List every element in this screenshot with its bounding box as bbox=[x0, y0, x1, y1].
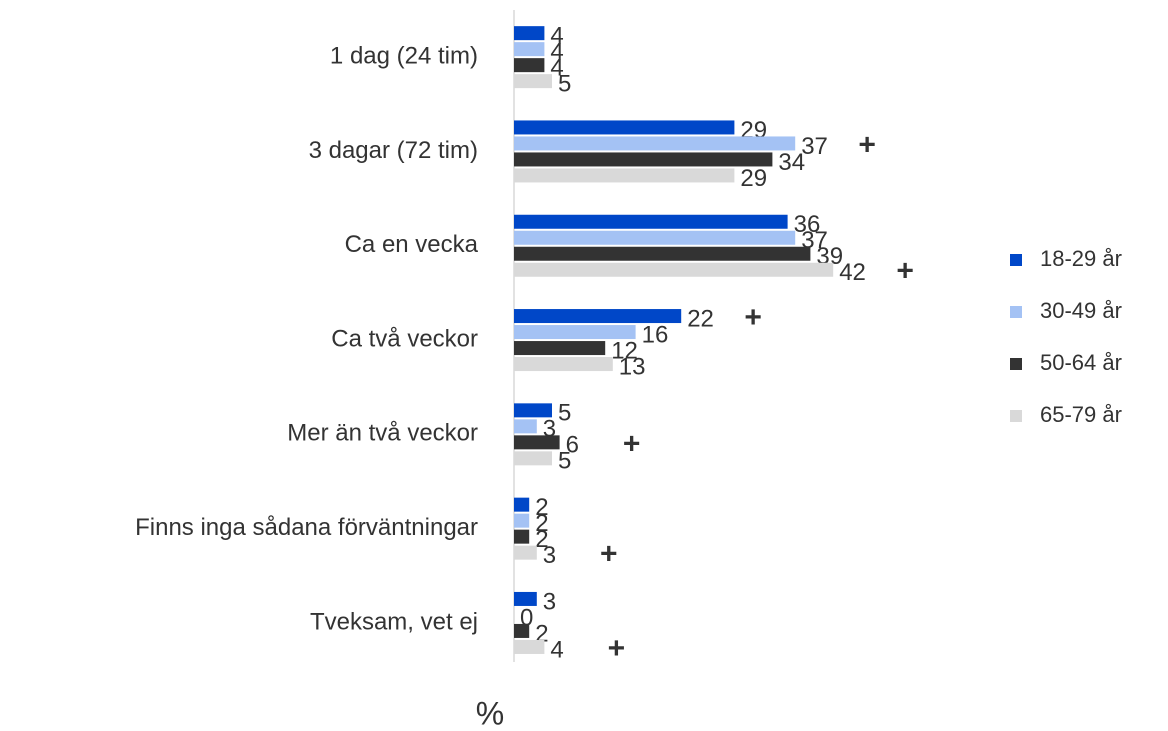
bar bbox=[514, 26, 545, 41]
significance-marker: + bbox=[608, 632, 626, 665]
x-axis-label: % bbox=[476, 695, 504, 731]
legend-label: 30-49 år bbox=[1040, 298, 1122, 323]
bar bbox=[514, 435, 560, 450]
bar bbox=[514, 623, 530, 638]
bar bbox=[514, 246, 811, 261]
bar bbox=[514, 58, 545, 73]
bar bbox=[514, 152, 773, 167]
bar bbox=[514, 42, 545, 57]
value-label: 4 bbox=[550, 54, 563, 81]
legend-label: 50-64 år bbox=[1040, 350, 1122, 375]
legend-label: 18-29 år bbox=[1040, 246, 1122, 271]
value-label: 2 bbox=[535, 526, 548, 553]
bar bbox=[514, 529, 530, 544]
bar bbox=[514, 403, 552, 418]
value-label: 12 bbox=[611, 337, 638, 364]
significance-marker: + bbox=[744, 301, 762, 334]
legend-swatch bbox=[1010, 358, 1022, 370]
value-label: 5 bbox=[558, 70, 571, 97]
category-label: Ca två veckor bbox=[331, 325, 478, 352]
bar bbox=[514, 451, 552, 466]
bar bbox=[514, 497, 530, 512]
value-label: 5 bbox=[558, 448, 571, 475]
value-label: 6 bbox=[566, 432, 579, 459]
significance-marker: + bbox=[896, 255, 914, 288]
value-label: 2 bbox=[535, 510, 548, 537]
category-label: Tveksam, vet ej bbox=[310, 608, 478, 635]
bar bbox=[514, 309, 682, 324]
bar bbox=[514, 168, 735, 183]
value-label: 4 bbox=[550, 22, 563, 49]
bar bbox=[514, 230, 796, 245]
value-label: 3 bbox=[543, 588, 556, 615]
legend-swatch bbox=[1010, 254, 1022, 266]
value-label: 16 bbox=[642, 321, 669, 348]
bar bbox=[514, 357, 613, 372]
value-label: 34 bbox=[778, 149, 805, 176]
legend-swatch bbox=[1010, 410, 1022, 422]
legend-swatch bbox=[1010, 306, 1022, 318]
bar bbox=[514, 341, 606, 356]
value-label: 22 bbox=[687, 305, 714, 332]
bar bbox=[514, 591, 537, 606]
bar bbox=[514, 214, 788, 229]
bar bbox=[514, 545, 537, 560]
significance-marker: + bbox=[600, 538, 618, 571]
category-label: 3 dagar (72 tim) bbox=[309, 137, 478, 164]
value-label: 4 bbox=[550, 38, 563, 65]
bar bbox=[514, 419, 537, 434]
value-label: 4 bbox=[550, 636, 563, 663]
bar bbox=[514, 136, 796, 151]
value-label: 37 bbox=[801, 133, 828, 160]
bar bbox=[514, 639, 545, 654]
value-label: 42 bbox=[839, 259, 866, 286]
significance-marker: + bbox=[858, 128, 876, 161]
value-label: 5 bbox=[558, 400, 571, 427]
value-label: 36 bbox=[794, 211, 821, 238]
value-label: 2 bbox=[535, 494, 548, 521]
bar bbox=[514, 74, 552, 89]
category-label: Mer än två veckor bbox=[287, 420, 478, 447]
category-label: Finns inga sådana förväntningar bbox=[135, 514, 478, 541]
bar bbox=[514, 325, 636, 340]
bar bbox=[514, 120, 735, 135]
significance-marker: + bbox=[623, 427, 641, 460]
bar bbox=[514, 262, 834, 277]
legend-label: 65-79 år bbox=[1040, 402, 1122, 427]
value-label: 3 bbox=[543, 542, 556, 569]
bar bbox=[514, 513, 530, 528]
category-label: 1 dag (24 tim) bbox=[330, 42, 478, 69]
value-label: 13 bbox=[619, 353, 646, 380]
category-label: Ca en vecka bbox=[345, 231, 479, 258]
value-label: 29 bbox=[740, 165, 767, 192]
